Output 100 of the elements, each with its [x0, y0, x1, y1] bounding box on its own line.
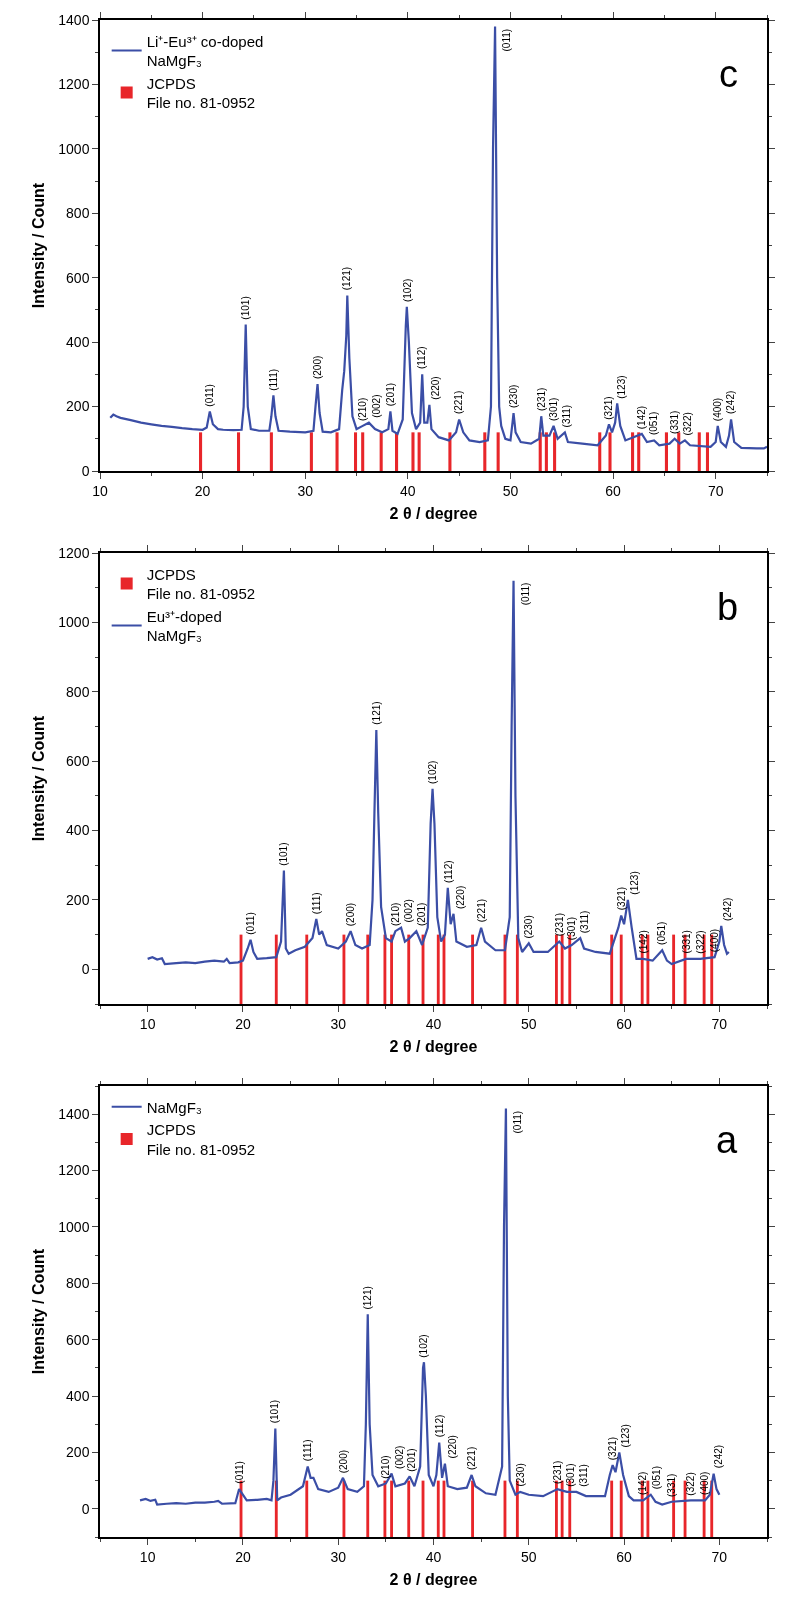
annotation: (200) [312, 355, 324, 380]
annotation: (311) [560, 404, 572, 428]
annotation: (112) [442, 860, 454, 884]
annotation: (123) [628, 871, 640, 895]
legend-label: Li⁺-Eu³⁺ co-doped NaMgF₃ [146, 32, 264, 70]
annotation: (123) [616, 375, 628, 399]
x-tick-label: 50 [502, 482, 519, 499]
annotation: (322) [684, 1472, 696, 1496]
annotation: (322) [681, 412, 693, 436]
annotation: (201) [405, 1448, 417, 1472]
x-tick-label: 10 [139, 1548, 156, 1565]
annotation: (200) [337, 1449, 349, 1474]
y-tick-label: 800 [66, 683, 90, 700]
annotation: (051) [656, 921, 668, 945]
y-axis-title: Intensity / Count [29, 1248, 47, 1375]
legend-label: JCPDS File no. 81-0952 [146, 565, 256, 603]
annotation: (200) [344, 902, 356, 927]
x-tick-label: 70 [711, 1548, 728, 1565]
annotation: (331) [680, 930, 692, 954]
annotation: (301) [548, 397, 560, 421]
y-tick-label: 1400 [58, 11, 90, 28]
annotation: b [717, 586, 739, 628]
x-tick-label: 60 [616, 1548, 633, 1565]
annotation: (142) [637, 1471, 649, 1495]
x-tick-label: 40 [425, 1548, 442, 1565]
y-tick-label: 1000 [58, 614, 90, 631]
y-tick-label: 600 [66, 269, 90, 286]
annotation: (311) [579, 910, 591, 934]
x-tick-label: 70 [707, 482, 724, 499]
annotation: (331) [666, 1473, 678, 1497]
annotation: (311) [577, 1464, 589, 1487]
annotation: (331) [669, 410, 681, 434]
annotation: (201) [384, 382, 396, 407]
annotation: (121) [370, 701, 382, 725]
annotation: (101) [269, 1399, 281, 1424]
y-tick-label: 0 [81, 961, 90, 978]
annotation: (242) [722, 897, 734, 922]
annotation: (002) [370, 394, 382, 418]
annotation: (230) [514, 1463, 526, 1487]
annotation: (111) [268, 368, 280, 391]
annotation: (321) [603, 396, 615, 420]
y-tick-label: 600 [66, 753, 90, 770]
annotation: (121) [341, 266, 353, 291]
annotation: c [719, 53, 738, 95]
annotation: (011) [500, 28, 512, 52]
annotation: (121) [361, 1286, 373, 1310]
annotation: (102) [401, 278, 413, 303]
annotation: (242) [725, 390, 737, 415]
x-tick-label: 20 [235, 1015, 251, 1032]
x-tick-label: 20 [194, 482, 211, 499]
annotation: (400) [712, 397, 724, 422]
x-tick-label: 50 [521, 1548, 537, 1565]
y-axis-title: Intensity / Count [29, 182, 47, 309]
annotation: (231) [535, 387, 547, 411]
y-tick-label: 400 [66, 334, 90, 351]
annotation: (051) [648, 411, 660, 436]
annotation: (011) [519, 582, 531, 606]
annotation: (321) [616, 886, 628, 911]
annotation: (221) [475, 898, 487, 923]
legend-label: JCPDS File no. 81-0952 [146, 74, 256, 112]
annotation: (220) [455, 885, 467, 910]
annotation: (011) [512, 1110, 524, 1134]
annotation: (220) [447, 1435, 458, 1459]
annotation: (123) [619, 1424, 631, 1448]
x-axis-title: 2 θ / degree [389, 1037, 478, 1055]
y-tick-label: 400 [66, 822, 90, 839]
annotation: (101) [277, 842, 289, 866]
annotation: (002) [403, 899, 415, 923]
annotation: (242) [712, 1444, 724, 1469]
annotation: (220) [429, 376, 441, 400]
legend-label: Eu³⁺-doped NaMgF₃ [146, 607, 222, 645]
y-tick-label: 800 [66, 205, 90, 222]
annotation: (201) [415, 902, 427, 927]
annotation: (112) [434, 1414, 446, 1438]
annotation: (142) [637, 930, 649, 954]
annotation: (111) [302, 1439, 314, 1462]
legend-label: NaMgF₃ [146, 1098, 202, 1116]
annotation: (210) [379, 1455, 391, 1479]
legend-label: JCPDS File no. 81-0952 [146, 1121, 256, 1158]
y-tick-label: 1200 [58, 76, 90, 93]
annotation: (301) [566, 916, 578, 941]
annotation: (210) [357, 397, 369, 422]
x-tick-label: 30 [330, 1548, 347, 1565]
y-tick-label: 1000 [58, 140, 90, 157]
y-tick-label: 200 [66, 1444, 90, 1461]
y-tick-label: 800 [66, 1275, 90, 1292]
y-tick-label: 400 [66, 1387, 90, 1404]
y-tick-label: 200 [66, 398, 90, 415]
annotation: (011) [233, 1461, 245, 1484]
x-tick-label: 70 [711, 1015, 728, 1032]
annotation: (221) [453, 390, 465, 415]
x-tick-label: 40 [400, 482, 416, 499]
y-tick-label: 1200 [58, 1162, 90, 1179]
x-tick-label: 10 [139, 1015, 156, 1032]
annotation: (111) [311, 892, 323, 915]
annotation: (011) [245, 912, 257, 935]
x-tick-label: 30 [330, 1015, 347, 1032]
x-tick-label: 60 [605, 482, 622, 499]
y-tick-label: 200 [66, 891, 90, 908]
annotation: (210) [389, 902, 401, 927]
